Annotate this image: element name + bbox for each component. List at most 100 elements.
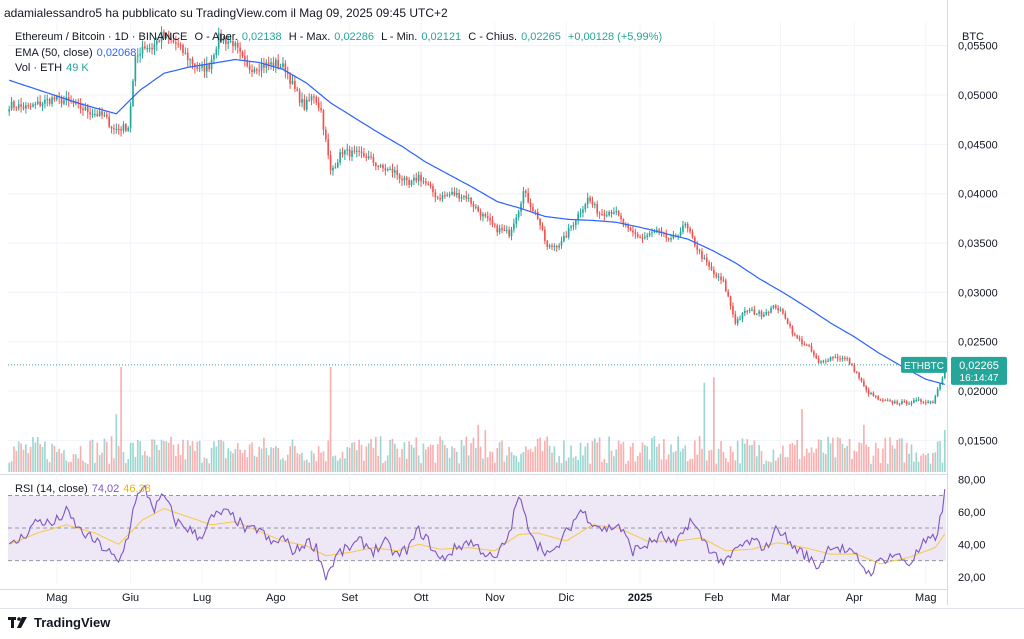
candle-body (803, 343, 806, 345)
candle (534, 209, 537, 216)
candle (565, 231, 568, 239)
volume-bar (148, 456, 151, 472)
candle-body (560, 241, 563, 246)
candle-body (879, 399, 882, 401)
candle-body (636, 234, 639, 237)
change-value: +0,00128 (+5,99%) (567, 31, 663, 43)
candle-body (82, 108, 84, 111)
volume-bar (698, 436, 701, 472)
volume-bar (215, 446, 218, 472)
candle (408, 177, 410, 189)
candle-body (617, 211, 620, 216)
candle (691, 229, 694, 239)
candle-body (567, 227, 570, 238)
countdown-value: 16:14:47 (960, 373, 999, 384)
candle-body (703, 257, 706, 259)
candle (434, 188, 437, 203)
candle (632, 225, 634, 237)
candle (51, 95, 53, 107)
candle (232, 35, 234, 54)
volume-bar (222, 441, 225, 472)
candle-body (503, 230, 506, 232)
candle-body (136, 55, 139, 57)
candle (272, 56, 275, 71)
candle (665, 229, 668, 242)
candle (303, 94, 306, 111)
candle-body (801, 339, 803, 344)
candle-body (22, 106, 25, 109)
volume-bar (227, 448, 230, 472)
candle (27, 102, 30, 110)
candle (903, 399, 906, 403)
symbol-title[interactable]: Ethereum / Bitcoin · 1D · BINANCE (15, 31, 188, 43)
candle-body (360, 151, 363, 154)
volume-bar (217, 440, 220, 472)
candle-body (39, 101, 41, 106)
candle-body (939, 383, 941, 390)
candle (460, 194, 463, 202)
candle-body (472, 203, 475, 207)
volume-bar (496, 448, 499, 472)
candle (913, 397, 915, 404)
candle (94, 108, 96, 118)
rsi-legend[interactable]: RSI (14, close) 74,02 46,38 (15, 483, 155, 495)
volume-bar (51, 443, 53, 472)
volume-bar (434, 462, 437, 472)
candle (396, 164, 399, 180)
candle (225, 36, 227, 51)
volume-bar (913, 461, 915, 472)
candle-body (396, 170, 399, 175)
time-tick-label: Apr (846, 592, 863, 604)
candle (596, 200, 599, 217)
candle-body (182, 44, 184, 53)
candle (8, 105, 11, 116)
volume-bar (898, 438, 901, 472)
candle (755, 313, 758, 315)
volume-bar (836, 437, 839, 472)
volume-bar (472, 437, 475, 472)
candle (615, 206, 618, 216)
volume-bar (570, 445, 572, 472)
candle-body (710, 266, 713, 270)
candle-body (170, 38, 172, 40)
candle-body (148, 47, 151, 49)
candle (705, 253, 708, 266)
candle (108, 112, 111, 129)
candle-body (367, 156, 370, 159)
candle (463, 195, 465, 200)
candle (220, 29, 222, 44)
candle-body (498, 228, 501, 233)
candle-body (922, 401, 925, 403)
candle-body (355, 150, 358, 152)
candle (65, 90, 68, 106)
volume-bar (503, 461, 506, 472)
volume-bar (389, 440, 391, 472)
volume-bar (444, 444, 446, 472)
candle (436, 195, 439, 200)
candle (205, 56, 208, 79)
volume-bar (839, 438, 841, 472)
candle (117, 123, 120, 135)
tradingview-footer[interactable]: TradingView (8, 615, 110, 630)
volume-bar (670, 444, 672, 472)
volume-bar (694, 440, 696, 472)
volume-legend[interactable]: Vol · ETH 49 K (15, 62, 93, 74)
volume-bar (467, 455, 470, 472)
candle (44, 94, 46, 109)
ema-legend[interactable]: EMA (50, close) 0,02068 (15, 47, 140, 59)
volume-bar (822, 452, 825, 472)
volume-bar (696, 454, 699, 472)
volume-bar (732, 451, 734, 472)
candle (817, 355, 820, 364)
candle (682, 220, 684, 235)
volume-bar (203, 457, 206, 472)
time-tick-label: Ago (266, 592, 286, 604)
volume-bar (451, 446, 453, 472)
volume-bar (536, 438, 539, 472)
volume-bar (410, 444, 413, 472)
candle (96, 109, 99, 117)
volume-bar (117, 446, 120, 472)
candle-body (351, 150, 353, 157)
candle-body (158, 40, 161, 42)
